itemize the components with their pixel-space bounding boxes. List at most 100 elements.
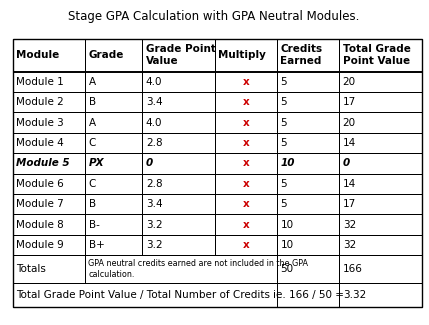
Text: B-: B- (89, 219, 100, 229)
Text: 32: 32 (343, 240, 356, 250)
Bar (277, 255, 339, 283)
Text: Module 2: Module 2 (16, 97, 64, 107)
Bar (85, 174, 142, 194)
Text: x: x (243, 138, 249, 148)
Text: 0: 0 (343, 158, 350, 168)
Bar (339, 72, 422, 92)
Bar (339, 255, 422, 283)
Bar (142, 112, 215, 133)
Bar (339, 92, 422, 112)
Text: 32: 32 (343, 219, 356, 229)
Text: 5: 5 (281, 97, 287, 107)
Bar (142, 194, 215, 214)
Bar (277, 72, 339, 92)
Text: x: x (243, 77, 249, 87)
Text: ie. 166 / 50 =: ie. 166 / 50 = (273, 290, 344, 300)
Text: 5: 5 (281, 138, 287, 148)
Bar (339, 112, 422, 133)
Bar (13, 194, 85, 214)
Text: Grade Point
Value: Grade Point Value (146, 45, 216, 66)
Text: 0: 0 (146, 158, 153, 168)
Text: 166: 166 (343, 264, 363, 274)
Text: Module 5: Module 5 (16, 158, 70, 168)
Text: 50: 50 (281, 264, 293, 274)
Bar (13, 255, 85, 283)
Bar (13, 133, 85, 153)
Text: B+: B+ (89, 240, 105, 250)
Text: Module 7: Module 7 (16, 199, 64, 209)
Bar (339, 174, 422, 194)
Bar (277, 194, 339, 214)
Bar (13, 92, 85, 112)
Text: 14: 14 (343, 179, 356, 189)
Bar (142, 92, 215, 112)
Bar (13, 112, 85, 133)
Bar (277, 92, 339, 112)
Bar (215, 194, 277, 214)
Bar (13, 39, 85, 72)
Bar (142, 235, 215, 255)
Text: Grade: Grade (89, 50, 124, 60)
Bar (339, 194, 422, 214)
Bar (215, 235, 277, 255)
Bar (85, 39, 142, 72)
Bar (85, 92, 142, 112)
Text: 3.4: 3.4 (146, 199, 163, 209)
Text: x: x (243, 158, 249, 168)
Bar (215, 174, 277, 194)
Text: 4.0: 4.0 (146, 77, 162, 87)
Bar (142, 133, 215, 153)
Text: PX: PX (89, 158, 104, 168)
Bar (85, 235, 142, 255)
Bar (13, 72, 85, 92)
Bar (85, 72, 142, 92)
Text: 3.32: 3.32 (343, 290, 366, 300)
Bar (339, 133, 422, 153)
Text: Totals: Totals (16, 264, 46, 274)
Bar (339, 214, 422, 235)
Bar (142, 153, 215, 174)
Bar (13, 283, 422, 307)
Bar (13, 39, 422, 307)
Bar (339, 153, 422, 174)
Text: x: x (243, 97, 249, 107)
Bar (215, 39, 277, 72)
Text: x: x (243, 179, 249, 189)
Bar (13, 153, 85, 174)
Text: Module: Module (16, 50, 60, 60)
Text: 17: 17 (343, 199, 356, 209)
Text: Module 8: Module 8 (16, 219, 64, 229)
Text: 14: 14 (343, 138, 356, 148)
Text: B: B (89, 97, 96, 107)
Text: Module 6: Module 6 (16, 179, 64, 189)
Text: C: C (89, 179, 96, 189)
Bar (85, 133, 142, 153)
Bar (85, 153, 142, 174)
Text: A: A (89, 77, 96, 87)
Bar (85, 214, 142, 235)
Text: 20: 20 (343, 77, 356, 87)
Text: x: x (243, 199, 249, 209)
Text: 3.2: 3.2 (146, 240, 163, 250)
Bar (339, 235, 422, 255)
Text: x: x (243, 240, 249, 250)
Bar (339, 39, 422, 72)
Bar (142, 214, 215, 235)
Bar (85, 194, 142, 214)
Text: Module 1: Module 1 (16, 77, 64, 87)
Bar (215, 92, 277, 112)
Bar (277, 112, 339, 133)
Text: 10: 10 (281, 240, 293, 250)
Text: 4.0: 4.0 (146, 118, 162, 127)
Text: 5: 5 (281, 77, 287, 87)
Bar (277, 283, 339, 307)
Text: 3.4: 3.4 (146, 97, 163, 107)
Bar (13, 235, 85, 255)
Text: 17: 17 (343, 97, 356, 107)
Text: Total Grade Point Value / Total Number of Credits: Total Grade Point Value / Total Number o… (16, 290, 270, 300)
Text: 3.2: 3.2 (146, 219, 163, 229)
Bar (277, 133, 339, 153)
Text: 10: 10 (281, 158, 295, 168)
Bar (142, 174, 215, 194)
Text: Multiply: Multiply (218, 50, 266, 60)
